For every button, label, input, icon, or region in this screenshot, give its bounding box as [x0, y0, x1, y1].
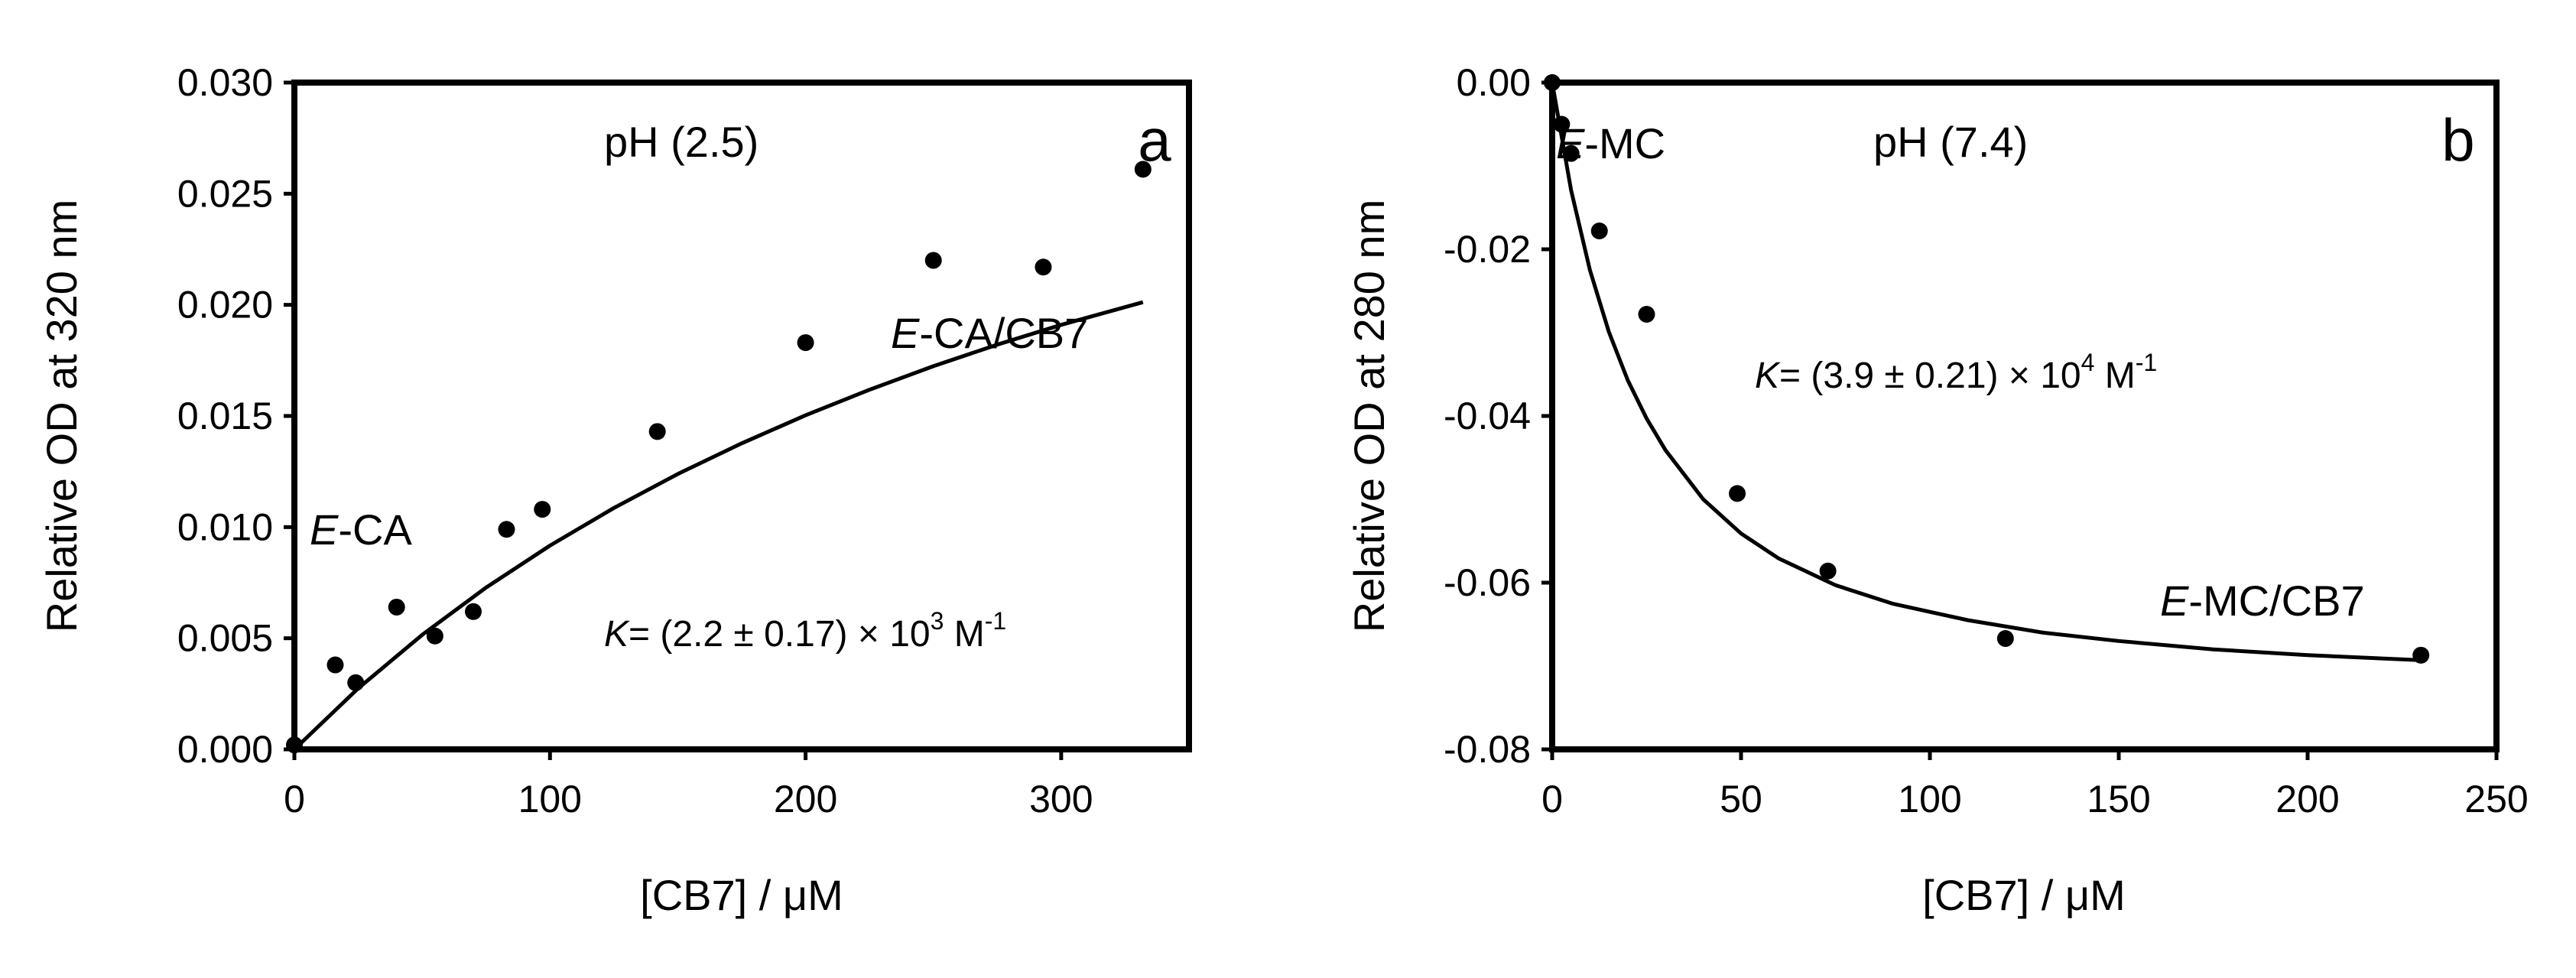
panel-b-data-point [1638, 306, 1655, 323]
panel-a-y-tick-label: 0.020 [177, 284, 273, 327]
panel-a-data-point [1035, 258, 1052, 276]
panel-a-binding-constant: K= (2.2 ± 0.17) × 103 M-1 [604, 607, 1006, 655]
panel-a-data-point [286, 736, 303, 754]
panel-a-data-point [388, 598, 405, 616]
panel-a-x-axis-label: [CB7] / μM [640, 871, 843, 919]
panel-a-x-tick-label: 300 [1029, 778, 1093, 820]
panel-a-data-point [1134, 161, 1152, 178]
panel-b-x-tick-label: 150 [2087, 778, 2150, 820]
panel-a-y-tick-label: 0.010 [177, 505, 273, 548]
panel-a-free-species-label: E-CA [310, 505, 412, 554]
panel-b-complex-label: E-MC/CB7 [2160, 577, 2365, 625]
panel-b-condition-label: pH (7.4) [1873, 118, 2028, 166]
panel-b-y-tick-label: -0.08 [1444, 728, 1531, 771]
panel-b: 0.00 -0.02 -0.04 -0.06 -0.080 50 100 150 200 250 [… [1345, 61, 2529, 919]
panel-a-y-tick-label: 0.000 [177, 728, 273, 771]
panel-b-y-tick-label: -0.06 [1444, 561, 1531, 604]
panel-b-data-point [2412, 646, 2430, 664]
panel-a-x-tick-label: 0 [284, 778, 305, 820]
panel-b-free-species-label: E-MC [1556, 119, 1665, 167]
panel-b-plot-frame [1549, 80, 2500, 752]
panel-b-x-tick-label: 100 [1898, 778, 1961, 820]
panel-b-x-tick-label: 250 [2464, 778, 2528, 820]
panel-a-y-tick-label: 0.005 [177, 617, 273, 660]
panel-b-data-point [1553, 115, 1571, 133]
panel-a-y-tick-label: 0.015 [177, 395, 273, 437]
panel-a-fit-curve [293, 300, 1144, 751]
panel-a-y-axis-label: Relative OD at 320 nm [37, 200, 86, 632]
panel-a-data-point [924, 252, 942, 269]
panel-b-data-point [1819, 562, 1837, 580]
panel-a-condition-label: pH (2.5) [604, 118, 759, 166]
panel-a-data-point [465, 603, 482, 620]
panel-a-complex-label: E-CA/CB7 [891, 309, 1088, 357]
panel-a-data-point [347, 674, 365, 691]
panel-a-y-tick-label: 0.030 [177, 61, 273, 104]
panel-a-data-point [498, 521, 515, 538]
panel-b-y-axis-label: Relative OD at 280 nm [1345, 200, 1393, 632]
panel-a-data-point [534, 501, 551, 518]
panel-a-x-tick-label: 100 [518, 778, 582, 820]
panel-a-data-point [426, 627, 443, 645]
panel-b-data-point [1562, 145, 1580, 162]
panel-b-y-tick-label: -0.04 [1444, 395, 1531, 437]
panel-a-data-point [326, 656, 344, 674]
panel-b-data-point [1996, 630, 2014, 648]
panel-a: 0.000 0.005 0.010 0.015 0.020 0.025 0.030 0 100 2… [37, 61, 1192, 919]
panel-b-panel-letter: b [2441, 106, 2474, 174]
panel-a-data-point [648, 423, 666, 440]
panel-b-x-tick-label: 50 [1720, 778, 1762, 820]
panel-a-x-tick-label: 200 [774, 778, 837, 820]
panel-b-fit-curve [1550, 82, 2422, 662]
panel-b-x-tick-label: 0 [1541, 778, 1563, 820]
panel-a-y-tick-label: 0.025 [177, 172, 273, 215]
panel-a-panel-letter: a [1138, 106, 1171, 174]
panel-b-y-tick-label: -0.02 [1444, 228, 1531, 271]
panel-a-data-point [797, 334, 814, 352]
panel-b-x-axis-label: [CB7] / μM [1922, 871, 2126, 919]
panel-b-y-tick-label: 0.00 [1457, 61, 1531, 104]
panel-b-data-point [1729, 485, 1746, 502]
panel-b-x-tick-label: 200 [2276, 778, 2339, 820]
panel-b-binding-constant: K= (3.9 ± 0.21) × 104 M-1 [1755, 349, 2157, 396]
panel-b-data-point [1544, 74, 1561, 91]
panel-b-data-point [1590, 223, 1608, 240]
